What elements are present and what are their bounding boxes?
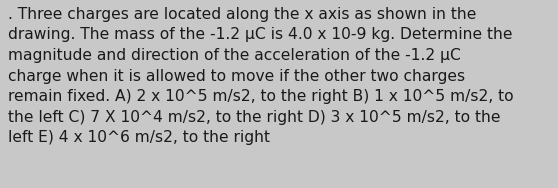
- Text: . Three charges are located along the x axis as shown in the
drawing. The mass o: . Three charges are located along the x …: [8, 7, 513, 146]
